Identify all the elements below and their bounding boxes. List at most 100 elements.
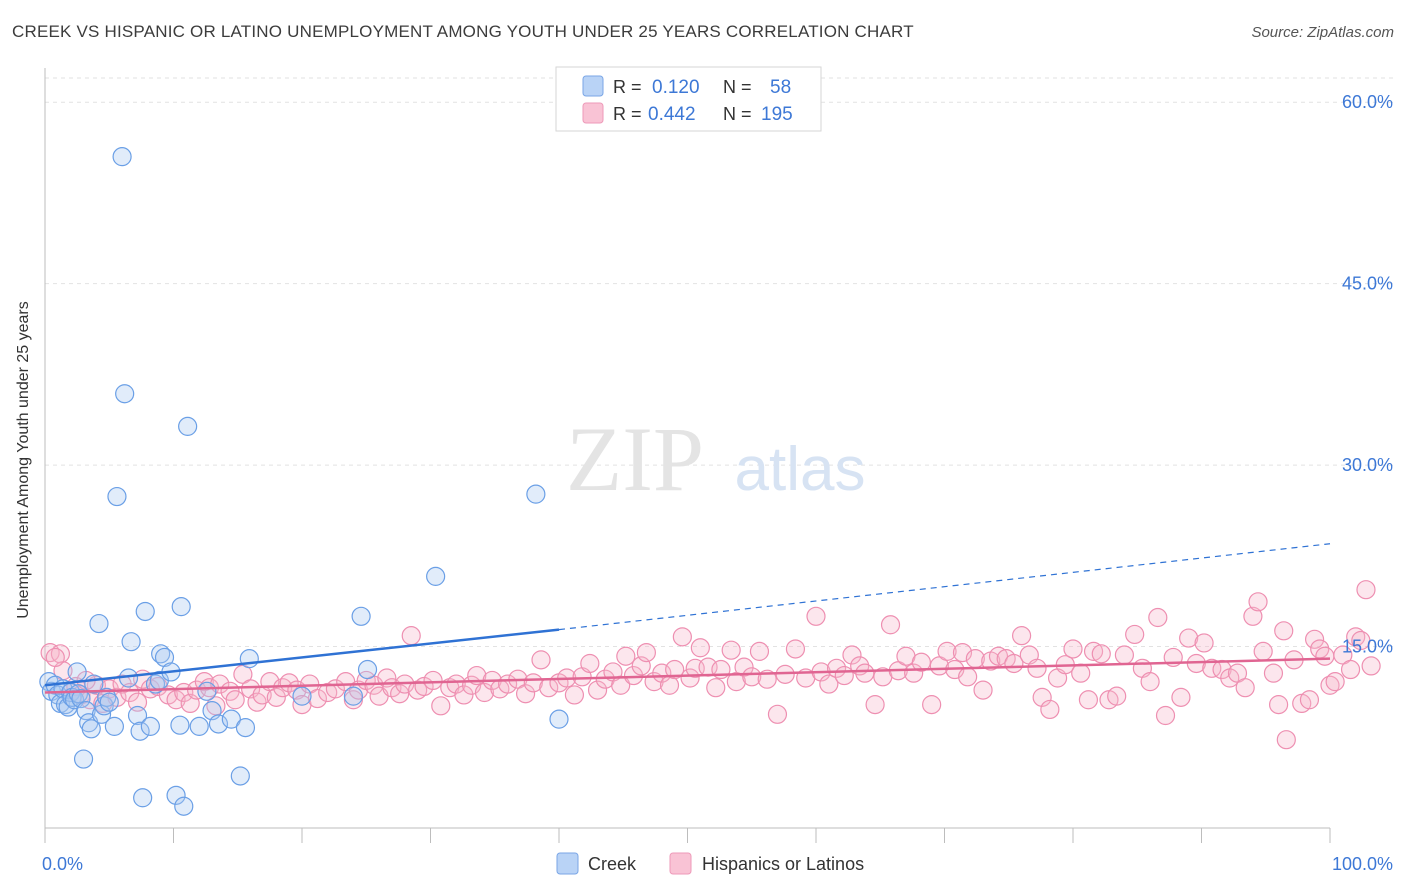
hispanic-point: [1268, 695, 1289, 715]
y-tick-label: 45.0%: [1342, 274, 1393, 294]
legend-n-label-hispanic: N =: [723, 104, 752, 124]
hispanic-point: [1032, 687, 1052, 707]
creek-point: [189, 716, 209, 736]
hispanic-point: [1179, 628, 1199, 648]
hispanic-point: [1040, 699, 1060, 720]
hispanic-point: [865, 695, 885, 715]
hispanic-point: [45, 647, 65, 668]
hispanic-point: [431, 696, 451, 716]
y-tick-label: 15.0%: [1342, 637, 1393, 657]
legend-swatch-creek: [582, 75, 604, 97]
hispanic-point: [225, 690, 245, 710]
creek-point: [71, 688, 91, 709]
creek-point: [343, 686, 363, 706]
creek-point: [73, 749, 94, 769]
hispanic-point: [1340, 659, 1361, 680]
hispanic-point: [166, 690, 186, 710]
hispanic-point: [742, 667, 762, 687]
creek-point: [76, 701, 96, 721]
hispanic-point: [922, 695, 942, 715]
creek-point: [140, 716, 160, 736]
hispanic-point: [390, 684, 410, 704]
creek-point: [292, 686, 312, 706]
creek-point: [135, 601, 155, 622]
hispanic-point: [1063, 639, 1083, 659]
hispanic-trend-line: [44, 657, 1331, 694]
creek-point: [112, 147, 132, 167]
hispanic-point: [266, 687, 286, 707]
hispanic-point: [1107, 686, 1127, 706]
creek-point: [357, 659, 378, 680]
hispanic-point: [1299, 690, 1320, 710]
y-tick-label: 60.0%: [1342, 92, 1393, 112]
creek-point: [130, 721, 150, 741]
hispanic-point: [50, 644, 71, 664]
creek-point: [235, 717, 256, 738]
creek-point: [133, 788, 153, 808]
hispanic-point: [1346, 627, 1366, 647]
legend-bottom-swatch-creek: [556, 852, 579, 875]
legend-r-value-hispanic: 0.442: [648, 104, 696, 125]
hispanic-point: [911, 652, 931, 672]
creek-point: [221, 709, 241, 729]
hispanic-point: [423, 670, 443, 691]
legend-bottom-label-hispanic: Hispanics or Latinos: [702, 854, 864, 874]
hispanic-point: [1304, 629, 1325, 649]
creek-point: [127, 705, 148, 726]
creek-point: [230, 766, 250, 786]
hispanic-point: [1315, 646, 1335, 666]
creek-point: [171, 597, 191, 617]
hispanic-point: [880, 615, 901, 635]
watermark-atlas: atlas: [735, 435, 866, 504]
watermark: ZIP atlas: [566, 408, 865, 510]
legend-bottom-label-creek: Creek: [588, 854, 637, 874]
hispanic-point: [842, 645, 862, 665]
hispanic-point: [120, 682, 140, 703]
hispanic-point: [531, 650, 551, 670]
hispanic-point: [636, 642, 656, 663]
hispanic-point: [616, 646, 636, 666]
grid: [45, 77, 1395, 648]
hispanic-point: [806, 606, 826, 626]
hispanic-point: [690, 638, 710, 658]
hispanic-point: [988, 646, 1009, 666]
hispanic-point: [973, 680, 993, 700]
hispanic-point: [680, 668, 700, 688]
hispanic-point: [1027, 658, 1047, 678]
hispanic-point: [515, 684, 536, 704]
legend-r-value-creek: 0.120: [652, 77, 700, 98]
legend-n-label-creek: N =: [723, 77, 752, 97]
hispanic-point: [1235, 678, 1255, 698]
hispanic-point: [1011, 626, 1032, 646]
hispanic-point: [1194, 633, 1214, 653]
y-tick-label: 30.0%: [1342, 455, 1393, 475]
hispanic-point: [1253, 641, 1273, 661]
trend-lines: [44, 543, 1331, 694]
hispanic-point: [819, 674, 839, 694]
creek-point: [351, 606, 371, 626]
hispanic-point: [1325, 672, 1345, 692]
creek-point: [81, 719, 101, 739]
hispanic-point: [1248, 592, 1268, 612]
creek-point: [178, 416, 198, 436]
legend-bottom: Creek Hispanics or Latinos: [556, 852, 864, 875]
hispanic-point: [401, 626, 421, 646]
hispanic-point: [1071, 663, 1091, 683]
creek-point: [170, 715, 190, 735]
hispanic-point: [446, 674, 466, 694]
hispanic-point: [958, 667, 978, 687]
hispanic-point: [855, 663, 875, 683]
creek-point: [99, 692, 119, 712]
x-tick-label-max: 100.0%: [1332, 854, 1393, 874]
hispanic-point: [474, 682, 495, 703]
legend-n-value-hispanic: 195: [761, 104, 793, 125]
hispanic-point: [767, 704, 788, 724]
legend-swatch-hispanic: [582, 102, 604, 124]
hispanic-point: [1361, 656, 1381, 676]
hispanic-point: [564, 685, 585, 705]
legend-r-label-hispanic: R =: [613, 104, 642, 124]
watermark-zip: ZIP: [566, 408, 704, 510]
source-credit: Source: ZipAtlas.com: [1251, 24, 1394, 41]
hispanic-point: [937, 641, 957, 661]
